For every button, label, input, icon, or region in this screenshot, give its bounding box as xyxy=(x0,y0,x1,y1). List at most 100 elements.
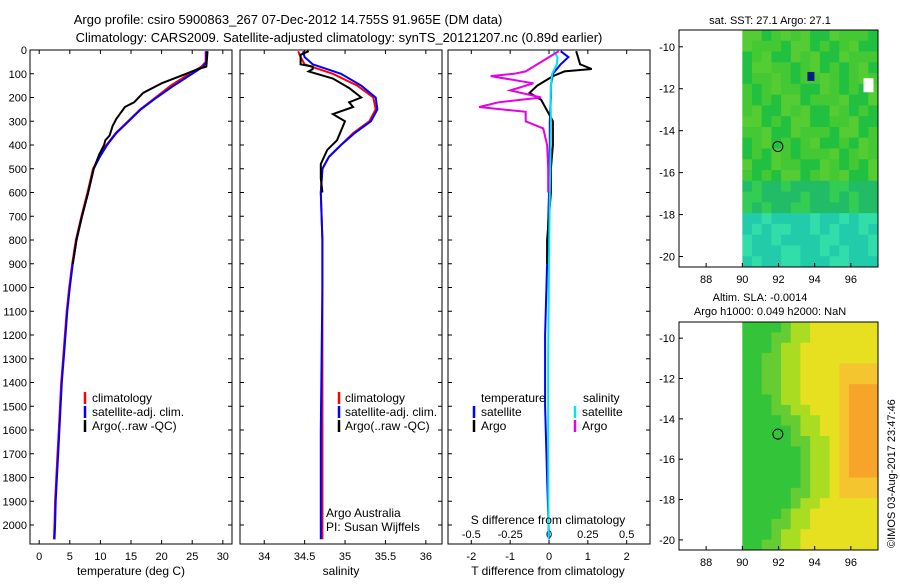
sla-cell xyxy=(781,415,792,427)
temperature-panel xyxy=(29,49,233,545)
sla-cell xyxy=(819,373,831,385)
sst-cell xyxy=(752,105,763,117)
sst-cell xyxy=(781,94,792,106)
sst-cell xyxy=(742,126,753,139)
temperature-axis-title: temperature (deg C) xyxy=(77,564,185,578)
sst-cell xyxy=(868,51,878,63)
sla-cell xyxy=(761,394,772,406)
sla-cell xyxy=(839,332,850,344)
sst-cell xyxy=(839,180,850,193)
sst-cell xyxy=(761,94,772,106)
sst-cell xyxy=(868,94,878,106)
sla-cell xyxy=(858,508,869,520)
depth-tick-label: 300 xyxy=(9,116,27,128)
sla-cell xyxy=(839,477,850,489)
sst-cell xyxy=(829,180,840,193)
sla-cell xyxy=(771,508,782,520)
sst-cell xyxy=(742,148,753,160)
sst-cell xyxy=(771,40,782,53)
sst-cell xyxy=(771,256,782,267)
sla-cell xyxy=(800,384,811,396)
sst-cell xyxy=(761,126,772,139)
sla-cell xyxy=(790,404,801,416)
sla-cell xyxy=(781,353,792,364)
sst-cell xyxy=(742,202,753,214)
sla-cell xyxy=(819,539,831,550)
sla-cell xyxy=(810,436,821,447)
sst-cell xyxy=(839,148,850,160)
sst-cell xyxy=(810,223,821,236)
sla-cell xyxy=(829,477,840,489)
sst-cell xyxy=(771,83,782,96)
sla-cell xyxy=(819,436,831,447)
sst-cell xyxy=(839,223,850,236)
sst-cell xyxy=(742,73,753,85)
sst-cell xyxy=(868,256,878,267)
map-y-tick-label: -10 xyxy=(659,333,675,345)
sst-cell xyxy=(790,73,801,85)
sst-cell xyxy=(829,116,840,128)
sla-cell xyxy=(858,373,869,385)
sla-cell xyxy=(868,425,878,437)
sla-cell xyxy=(839,394,850,406)
sla-cell xyxy=(790,373,801,385)
sst-cell xyxy=(810,83,821,96)
sst-cell xyxy=(771,223,782,236)
sla-cell xyxy=(742,353,753,364)
sst-cell xyxy=(781,40,792,53)
sla-cell xyxy=(858,436,869,447)
sst-cell xyxy=(752,30,763,42)
sla-cell xyxy=(810,425,821,437)
map-y-tick-label: -12 xyxy=(659,373,675,385)
sst-cell xyxy=(790,234,801,246)
sst-cell xyxy=(810,62,821,74)
sst-cell xyxy=(752,148,763,160)
sla-cell xyxy=(742,415,753,427)
series-argo-raw-qc- xyxy=(299,50,364,193)
sla-cell xyxy=(819,404,831,416)
legend-satellite-label: satellite-adj. clim. xyxy=(92,405,184,419)
sla-cell xyxy=(829,425,840,437)
sla-cell xyxy=(790,498,801,510)
map-x-tick-label: 96 xyxy=(845,274,857,286)
sst-cell xyxy=(790,180,801,193)
sst-cell xyxy=(848,73,860,85)
sla-cell xyxy=(819,498,831,510)
sla-cell xyxy=(761,518,772,530)
sst-cell xyxy=(848,126,860,139)
sst-cell xyxy=(829,126,840,139)
sla-cell xyxy=(829,498,840,510)
sst-cell xyxy=(761,213,772,225)
sla-cell xyxy=(800,446,811,458)
sst-cell xyxy=(858,30,869,42)
sla-cell xyxy=(761,487,772,499)
sla-cell xyxy=(761,498,772,510)
sla-cell xyxy=(781,384,792,396)
sst-cell xyxy=(800,83,811,96)
sst-cell xyxy=(868,116,878,128)
sst-cell xyxy=(839,213,850,225)
sla-cell xyxy=(868,332,878,344)
sla-cell xyxy=(752,477,763,489)
sst-cell xyxy=(839,256,850,267)
sst-cell xyxy=(839,62,850,74)
sla-cell xyxy=(771,436,782,447)
sst-map-title: sat. SST: 27.1 Argo: 27.1 xyxy=(709,15,831,27)
sla-cell xyxy=(810,477,821,489)
sst-cell xyxy=(771,180,782,193)
map-y-tick-label: -14 xyxy=(659,126,675,138)
depth-tick-label: 2000 xyxy=(3,520,27,532)
sla-cell xyxy=(858,487,869,499)
sla-cell xyxy=(858,394,869,406)
sla-cell xyxy=(858,425,869,437)
sst-cell xyxy=(819,223,831,236)
sla-cell xyxy=(810,487,821,499)
sla-cell xyxy=(761,373,772,385)
legend-s-argo-label: Argo xyxy=(582,419,608,433)
map-y-tick-label: -20 xyxy=(659,252,675,264)
sst-cell xyxy=(761,245,772,257)
map-y-tick-label: -20 xyxy=(659,535,675,547)
sla-cell xyxy=(839,498,850,510)
sla-heatmap xyxy=(742,322,878,550)
sst-cell xyxy=(848,245,860,257)
